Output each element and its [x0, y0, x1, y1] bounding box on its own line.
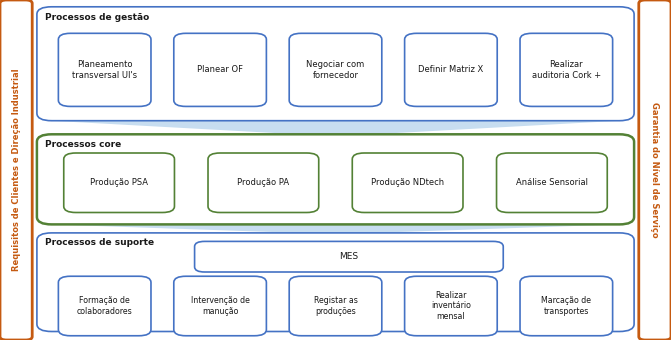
- Text: Marcação de
transportes: Marcação de transportes: [541, 296, 591, 316]
- FancyBboxPatch shape: [208, 153, 319, 212]
- FancyBboxPatch shape: [289, 276, 382, 336]
- Text: Realizar
auditoria Cork +: Realizar auditoria Cork +: [531, 60, 601, 80]
- FancyBboxPatch shape: [352, 153, 463, 212]
- FancyBboxPatch shape: [405, 33, 497, 106]
- Text: MES: MES: [340, 252, 358, 261]
- FancyBboxPatch shape: [174, 276, 266, 336]
- FancyBboxPatch shape: [58, 276, 151, 336]
- FancyBboxPatch shape: [520, 33, 613, 106]
- Text: Processos de suporte: Processos de suporte: [45, 238, 154, 247]
- FancyBboxPatch shape: [37, 134, 634, 224]
- Text: Realizar
inventário
mensal: Realizar inventário mensal: [431, 291, 471, 321]
- FancyBboxPatch shape: [405, 276, 497, 336]
- Text: Garantia do Nível de Serviço: Garantia do Nível de Serviço: [650, 102, 660, 238]
- Text: Planear OF: Planear OF: [197, 65, 243, 74]
- FancyBboxPatch shape: [639, 0, 671, 340]
- Text: Processos de gestão: Processos de gestão: [45, 13, 149, 22]
- Text: Formação de
colaboradores: Formação de colaboradores: [76, 296, 133, 316]
- Text: Registar as
produções: Registar as produções: [313, 296, 358, 316]
- Text: Requisitos de Clientes e Direção Industrial: Requisitos de Clientes e Direção Industr…: [11, 69, 21, 271]
- FancyBboxPatch shape: [37, 7, 634, 121]
- Text: Intervenção de
manução: Intervenção de manução: [191, 296, 250, 316]
- FancyBboxPatch shape: [58, 33, 151, 106]
- Text: Produção NDtech: Produção NDtech: [371, 178, 444, 187]
- Text: Planeamento
transversal UI's: Planeamento transversal UI's: [72, 60, 138, 80]
- FancyBboxPatch shape: [37, 233, 634, 332]
- Text: Definir Matriz X: Definir Matriz X: [418, 65, 484, 74]
- Text: Produção PA: Produção PA: [238, 178, 289, 187]
- FancyBboxPatch shape: [64, 153, 174, 212]
- FancyBboxPatch shape: [174, 33, 266, 106]
- FancyBboxPatch shape: [0, 0, 32, 340]
- FancyBboxPatch shape: [195, 241, 503, 272]
- Polygon shape: [50, 224, 621, 233]
- Text: Negociar com
fornecedor: Negociar com fornecedor: [307, 60, 364, 80]
- Text: Análise Sensorial: Análise Sensorial: [516, 178, 588, 187]
- Text: Produção PSA: Produção PSA: [90, 178, 148, 187]
- FancyBboxPatch shape: [497, 153, 607, 212]
- Text: Processos core: Processos core: [45, 140, 121, 149]
- Polygon shape: [50, 121, 621, 134]
- FancyBboxPatch shape: [289, 33, 382, 106]
- FancyBboxPatch shape: [520, 276, 613, 336]
